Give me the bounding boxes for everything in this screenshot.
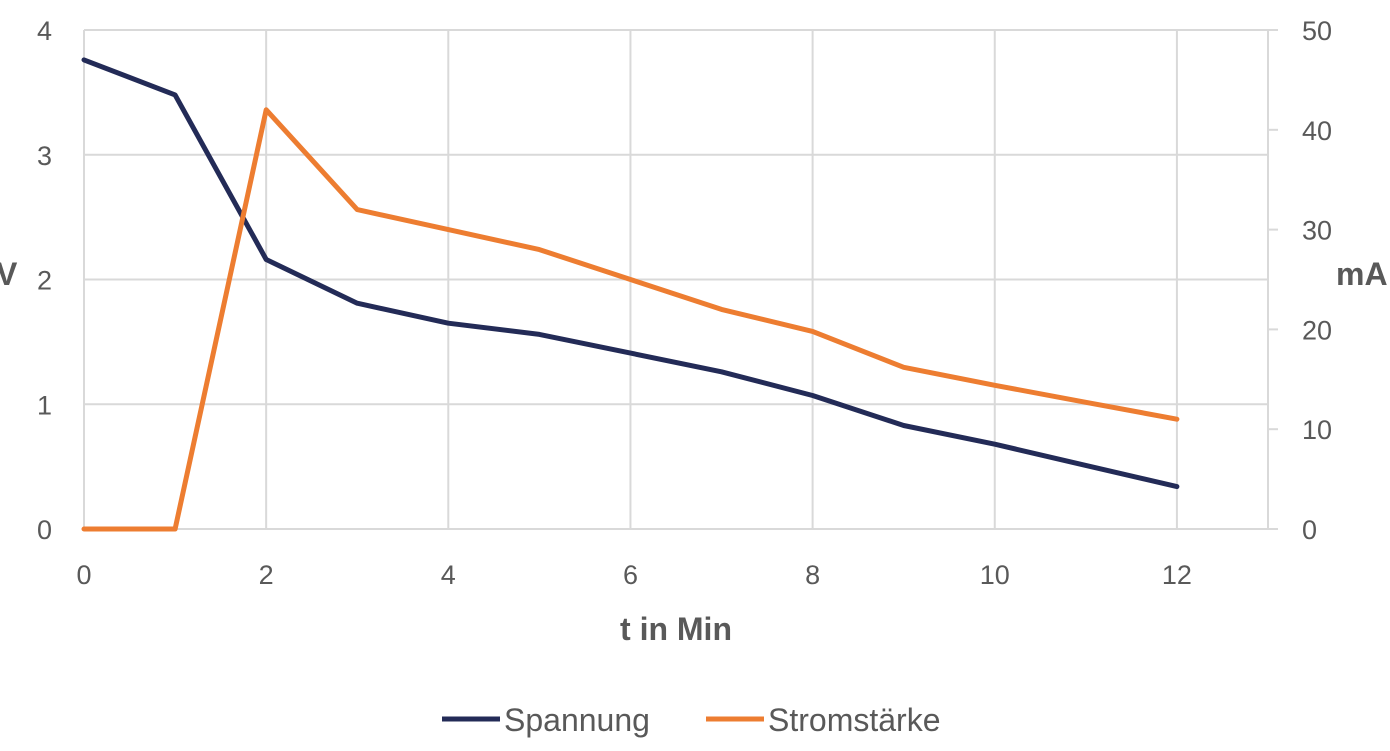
y2-tick-label: 50 <box>1302 16 1332 46</box>
y2-tick-label: 30 <box>1302 216 1332 246</box>
x-tick-label: 12 <box>1162 560 1192 590</box>
y2-tick-label: 40 <box>1302 116 1332 146</box>
y-tick-label: 2 <box>37 266 52 296</box>
x-tick-label: 10 <box>980 560 1010 590</box>
y2-tick-label: 20 <box>1302 315 1332 345</box>
series-lines <box>81 57 1180 532</box>
x-tick-label: 6 <box>623 560 638 590</box>
legend-label-stromstaerke: Stromstärke <box>768 702 940 738</box>
y-tick-label: 3 <box>37 141 52 171</box>
y2-tick-label: 10 <box>1302 415 1332 445</box>
x-tick-label: 8 <box>805 560 820 590</box>
y-tick-label: 1 <box>37 390 52 420</box>
legend: Spannung Stromstärke <box>442 702 940 738</box>
x-axis-title: t in Min <box>620 611 732 647</box>
x-tick-label: 4 <box>441 560 456 590</box>
y-axis-title: V <box>0 256 18 292</box>
series-line-spannung <box>81 57 1180 490</box>
y2-tick-label: 0 <box>1302 515 1317 545</box>
y-tick-label: 4 <box>37 16 52 46</box>
x-tick-label: 0 <box>76 560 91 590</box>
gridlines <box>83 29 1278 530</box>
x-tick-label: 2 <box>259 560 274 590</box>
y-tick-label: 0 <box>37 515 52 545</box>
series-line-stromstaerke <box>81 107 1180 532</box>
y2-axis-title: mA <box>1336 256 1388 292</box>
legend-label-spannung: Spannung <box>504 702 650 738</box>
